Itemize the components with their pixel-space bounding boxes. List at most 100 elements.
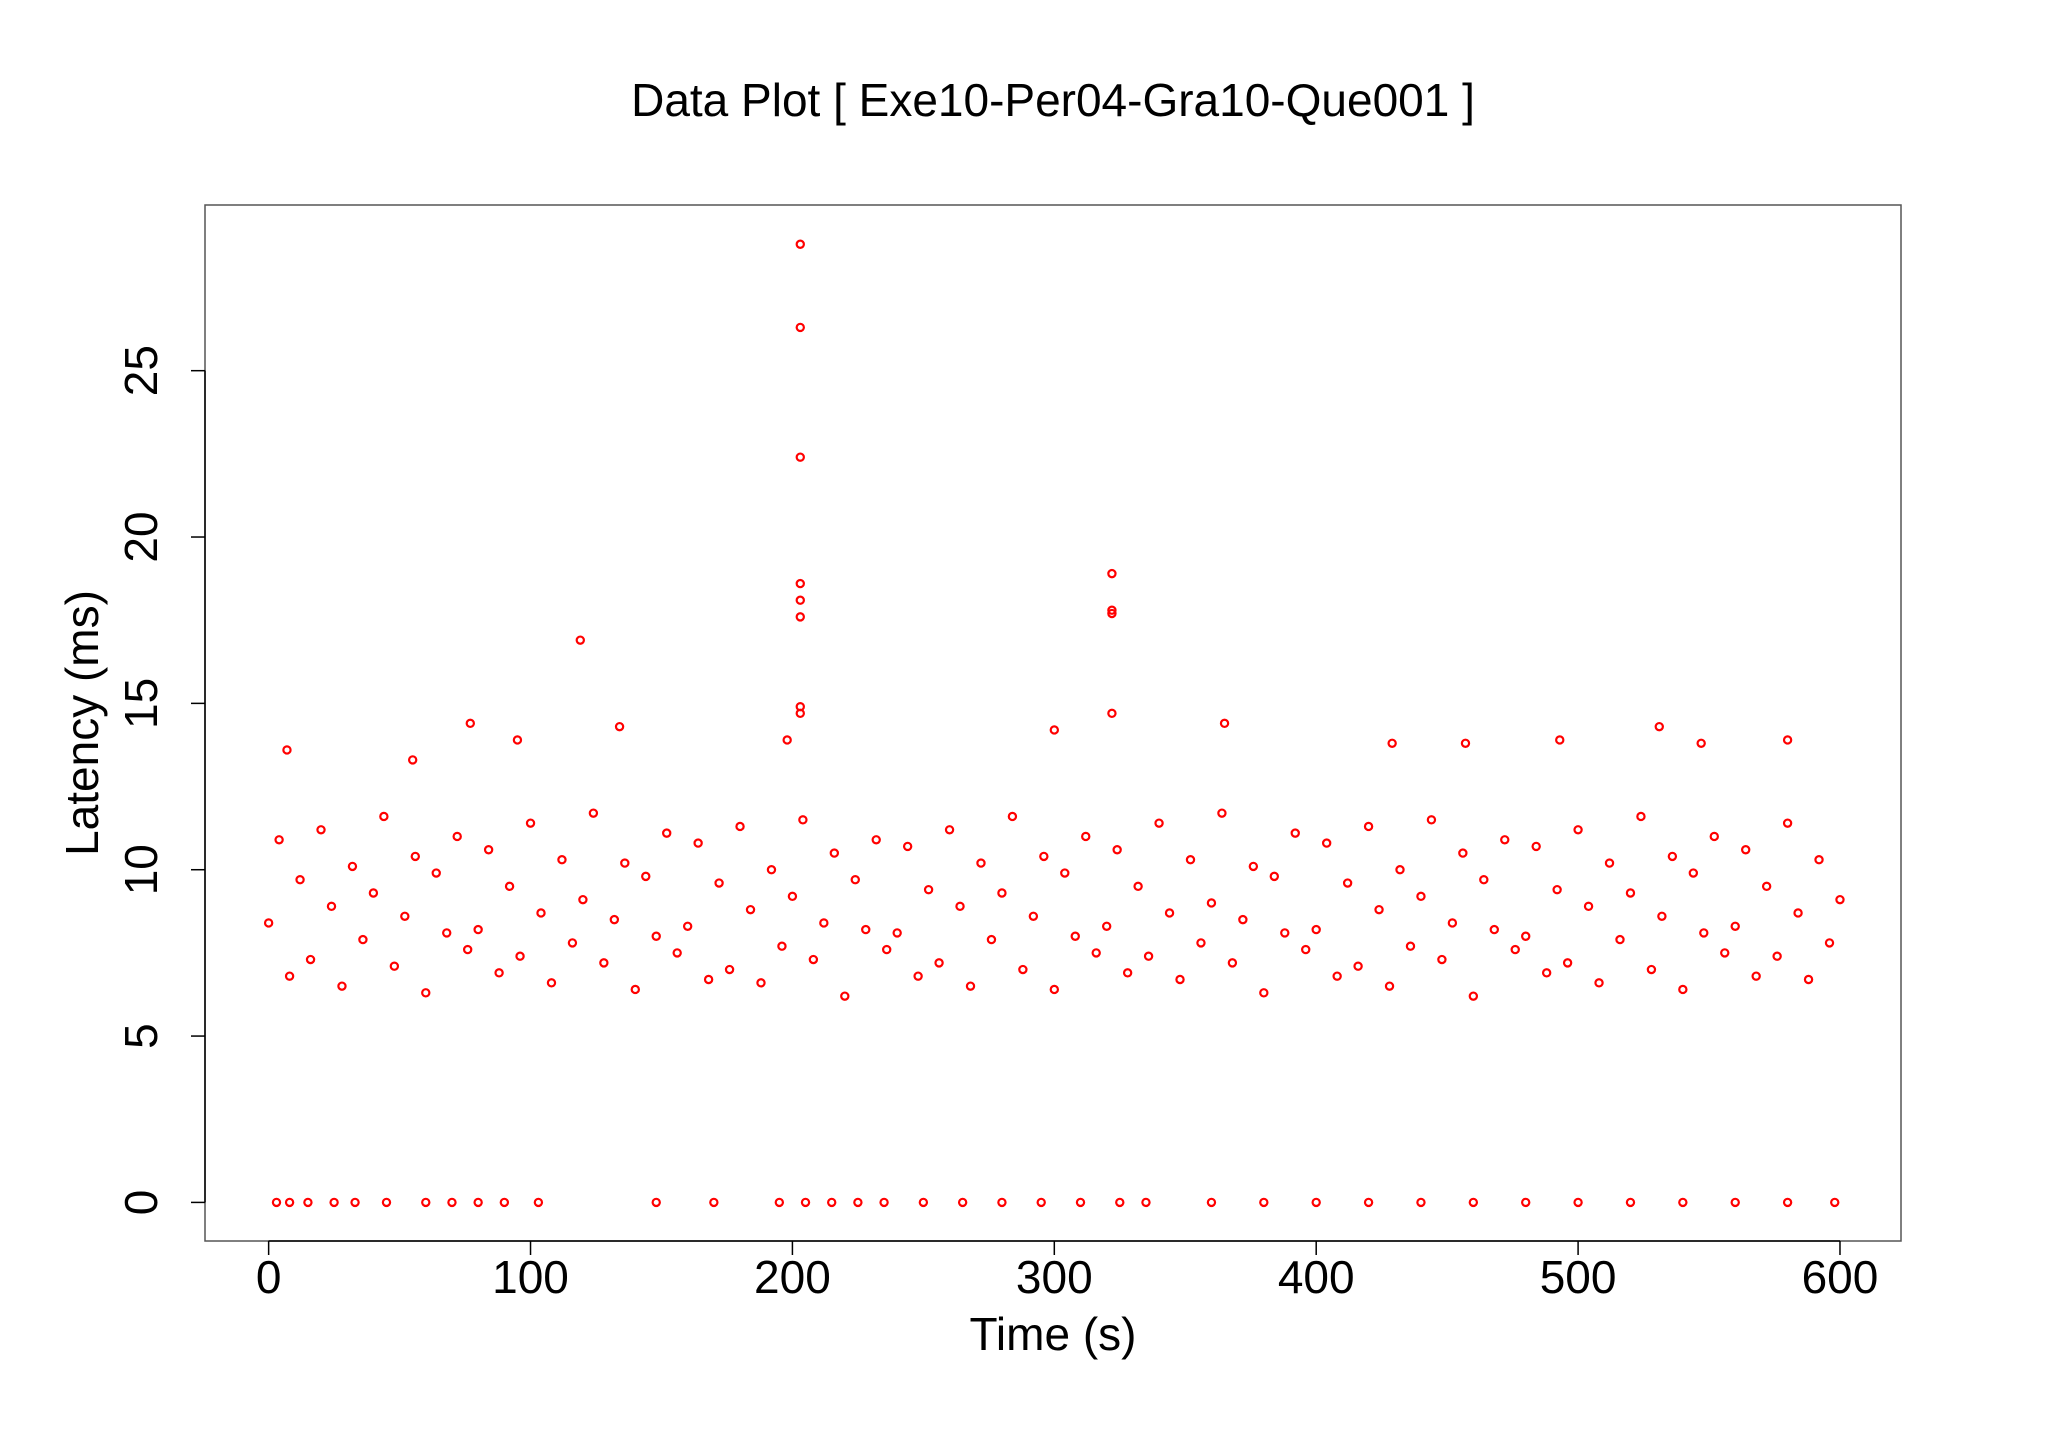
data-point [997,1197,1007,1208]
y-tick-label: 20 [115,511,167,562]
data-point [1562,958,1573,968]
x-tick-label: 300 [1016,1251,1093,1303]
data-point [284,1197,295,1208]
data-point [1070,931,1080,941]
data-point [1091,948,1101,958]
data-point [1387,738,1397,748]
data-point [1185,855,1196,865]
data-point [1604,858,1615,868]
data-point [1552,884,1562,895]
data-point [1321,838,1332,848]
data-point [777,941,787,951]
data-point [1426,815,1437,825]
data-point [400,911,410,921]
data-point [609,914,620,925]
data-point [1227,958,1238,968]
data-point [1206,898,1217,908]
data-point [347,861,358,872]
data-point [407,755,418,765]
data-point [1036,1197,1046,1208]
data-point [1625,1197,1636,1208]
data-point [1075,1197,1086,1208]
data-point [944,825,955,835]
data-point [850,874,860,885]
data-point [1489,924,1499,935]
data-point [1740,845,1751,855]
data-point [923,884,934,895]
data-point [1824,938,1835,948]
data-point [871,835,881,845]
data-point [1301,944,1311,955]
y-tick-label: 5 [115,1023,167,1049]
data-point [379,811,389,822]
data-point [1060,868,1070,878]
data-point [1803,974,1814,985]
data-point [515,951,525,961]
data-point [389,961,400,971]
data-point [1107,568,1117,579]
data-point [271,1197,282,1208]
x-tick-label: 400 [1278,1251,1355,1303]
data-point [1573,1197,1583,1208]
data-point [1696,738,1706,748]
data-point [326,901,337,912]
data-point [795,595,805,605]
data-point [1500,835,1510,845]
data-point [1311,1197,1321,1208]
data-point [1625,888,1636,898]
data-point [879,1197,889,1208]
data-point [350,1197,360,1208]
data-point [902,841,913,852]
data-point [1761,881,1772,892]
data-point [1238,914,1248,925]
data-point [672,948,682,958]
data-point [1101,921,1112,931]
data-point [1049,984,1060,995]
data-point [1521,1197,1531,1208]
data-point [1646,964,1657,975]
data-point [329,1197,339,1208]
data-point [1115,1197,1125,1208]
data-point [284,971,295,981]
data-point [795,239,805,249]
data-point [381,1197,392,1208]
data-point [1107,608,1117,619]
x-tick-label: 200 [754,1251,831,1303]
data-point [512,735,523,745]
data-point [1709,831,1719,842]
data-point [263,918,274,928]
data-point [840,991,850,1001]
data-point [1133,881,1143,892]
y-tick-label: 15 [115,678,167,729]
data-point [1636,811,1646,822]
x-axis-label: Time (s) [970,1308,1137,1360]
data-point [735,821,745,832]
data-point [662,828,672,838]
data-point [1405,941,1416,951]
data-point [997,888,1007,898]
data-point [1555,735,1565,745]
data-point [861,924,871,935]
data-point [557,855,567,865]
data-point [525,818,536,828]
data-point [724,964,735,975]
data-point [693,838,703,848]
data-point [881,944,892,955]
data-point [1107,708,1117,719]
data-point [282,745,292,755]
data-point [546,978,557,988]
data-point [714,878,724,888]
data-point [421,1197,431,1208]
data-point [1049,725,1060,735]
data-point [614,721,625,732]
data-point [1460,738,1471,748]
data-point [452,831,462,842]
data-point [305,954,316,965]
data-point [599,958,609,968]
data-point [1835,894,1845,905]
data-point [1573,825,1583,835]
data-point [1311,924,1321,935]
data-point [782,735,792,745]
data-point [1730,1197,1740,1208]
